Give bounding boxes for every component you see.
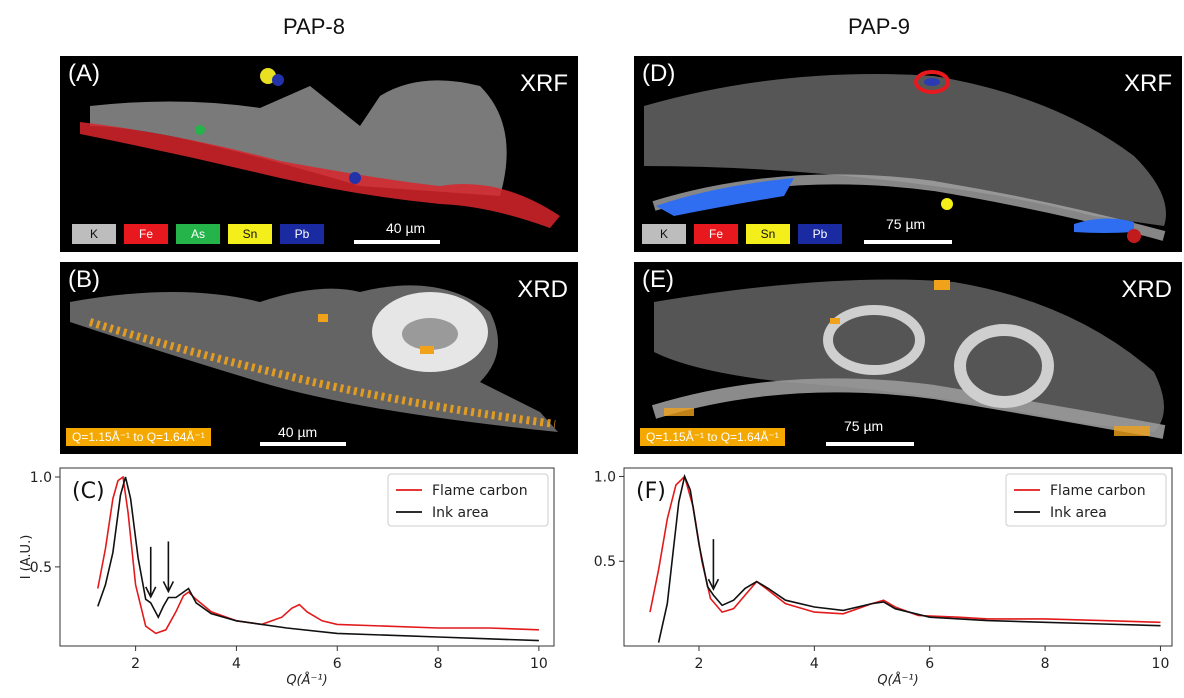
annotation-arrow-head <box>145 586 157 599</box>
x-tick-label-10: 10 <box>1152 656 1170 672</box>
plot-frame <box>623 467 1173 647</box>
chip-k: K <box>72 224 116 244</box>
x-tick-label-4: 4 <box>232 656 241 672</box>
x-axis-label: Q(Å⁻¹) <box>286 672 327 688</box>
x-tick-label-10: 10 <box>530 656 548 672</box>
x-tick-label-4: 4 <box>810 656 819 672</box>
column-title-pap9: PAP-9 <box>848 14 910 39</box>
element-chips-a: K Fe As Sn Pb <box>72 224 324 244</box>
panel-label-a: (A) <box>68 60 100 87</box>
chip-as: As <box>176 224 220 244</box>
chip-sn: Sn <box>746 224 790 244</box>
xrd-tag-b: XRD <box>517 276 568 303</box>
xrd-tag-e: XRD <box>1121 276 1172 303</box>
plot-frame <box>59 467 555 647</box>
annotation-arrow-head <box>707 578 720 591</box>
chip-fe: Fe <box>124 224 168 244</box>
chart-c-spectrum: 2 4 6 8 10 0.5 1.0 Q(Å⁻¹) I (A.U.) (C) Flame carbo… <box>19 467 555 688</box>
legend-label-ink-area: Ink area <box>432 505 489 521</box>
scale-bar-d <box>864 240 952 244</box>
series-line-flame-carbon <box>97 475 539 635</box>
y-tick-label-0.5: 0.5 <box>594 554 616 570</box>
x-tick-label-6: 6 <box>925 656 934 672</box>
xrf-map-image-d <box>644 70 1166 243</box>
panel-label: (C) <box>72 479 105 504</box>
column-title-pap8: PAP-8 <box>283 14 345 39</box>
annotation-arrow-head <box>162 581 175 594</box>
legend-label-flame-carbon: Flame carbon <box>1050 483 1146 499</box>
x-tick-label-8: 8 <box>434 656 443 672</box>
legend-label-flame-carbon: Flame carbon <box>432 483 528 499</box>
panel-label-b: (B) <box>68 266 100 293</box>
panel-e-xrd-map: (E) XRD Q=1.15Å⁻¹ to Q=1.64Å⁻¹ 75 µm <box>634 262 1182 454</box>
panel-label-d: (D) <box>642 60 676 87</box>
chip-k: K <box>642 224 686 244</box>
panel-a-xrf-map: (A) XRF K Fe As Sn Pb 40 µm <box>60 56 578 252</box>
element-chips-d: K Fe Sn Pb <box>642 224 842 244</box>
scale-label-a: 40 µm <box>386 220 426 236</box>
chip-pb: Pb <box>280 224 324 244</box>
chart-f-spectrum: 2 4 6 8 10 0.5 1.0 Q(Å⁻¹) (F) Flame carbon Ink are… <box>594 467 1173 688</box>
y-tick-label-1: 1.0 <box>594 469 616 485</box>
legend-box <box>387 473 549 527</box>
series-line-ink-area <box>97 476 539 642</box>
xrf-tag-d: XRF <box>1124 70 1172 97</box>
x-tick-label-2: 2 <box>131 656 140 672</box>
x-tick-label-6: 6 <box>333 656 342 672</box>
y-axis-label: I (A.U.) <box>19 535 34 580</box>
scale-bar-a <box>354 240 440 244</box>
chip-fe: Fe <box>694 224 738 244</box>
chip-sn: Sn <box>228 224 272 244</box>
x-tick-label-8: 8 <box>1041 656 1050 672</box>
xrf-tag-a: XRF <box>520 70 568 97</box>
scale-label-d: 75 µm <box>886 216 926 232</box>
panel-b-xrd-map: (B) XRD Q=1.15Å⁻¹ to Q=1.64Å⁻¹ 40 µm <box>60 262 578 454</box>
scale-bar-e <box>826 442 914 446</box>
legend-box <box>1005 473 1167 527</box>
panel-label: (F) <box>636 479 666 504</box>
x-tick-label-2: 2 <box>695 656 704 672</box>
chip-pb: Pb <box>798 224 842 244</box>
series-line-ink-area <box>657 473 1161 643</box>
xrd-map-image-e <box>651 279 1166 439</box>
scale-label-b: 40 µm <box>278 424 318 440</box>
q-range-label-b: Q=1.15Å⁻¹ to Q=1.64Å⁻¹ <box>66 428 211 446</box>
y-tick-label-0.5: 0.5 <box>30 560 52 576</box>
xrf-map-image-a <box>80 68 560 228</box>
panel-label-e: (E) <box>642 266 674 293</box>
x-axis-label: Q(Å⁻¹) <box>877 672 918 688</box>
scale-label-e: 75 µm <box>844 418 884 434</box>
y-tick-label-1: 1.0 <box>30 470 52 486</box>
legend-label-ink-area: Ink area <box>1050 505 1107 521</box>
xrd-map-image-b <box>70 285 558 432</box>
panel-d-xrf-map: (D) XRF K Fe Sn Pb 75 µm <box>634 56 1182 252</box>
q-range-label-e: Q=1.15Å⁻¹ to Q=1.64Å⁻¹ <box>640 428 785 446</box>
scale-bar-b <box>260 442 346 446</box>
